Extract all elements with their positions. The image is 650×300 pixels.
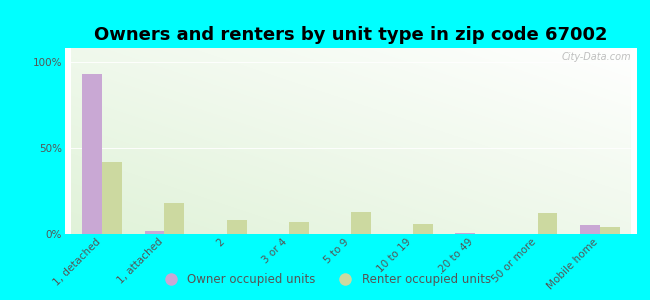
Legend: Owner occupied units, Renter occupied units: Owner occupied units, Renter occupied un… [154,269,496,291]
Bar [227,220,246,234]
Bar [144,231,164,234]
Bar [600,227,619,234]
Bar [83,74,102,234]
Bar [102,162,122,234]
Bar [456,233,475,234]
Bar [413,224,433,234]
Title: Owners and renters by unit type in zip code 67002: Owners and renters by unit type in zip c… [94,26,608,44]
Bar [580,225,600,234]
Bar [164,203,185,234]
Text: City-Data.com: City-Data.com [562,52,631,62]
Bar [351,212,371,234]
Bar [538,213,558,234]
Bar [289,222,309,234]
